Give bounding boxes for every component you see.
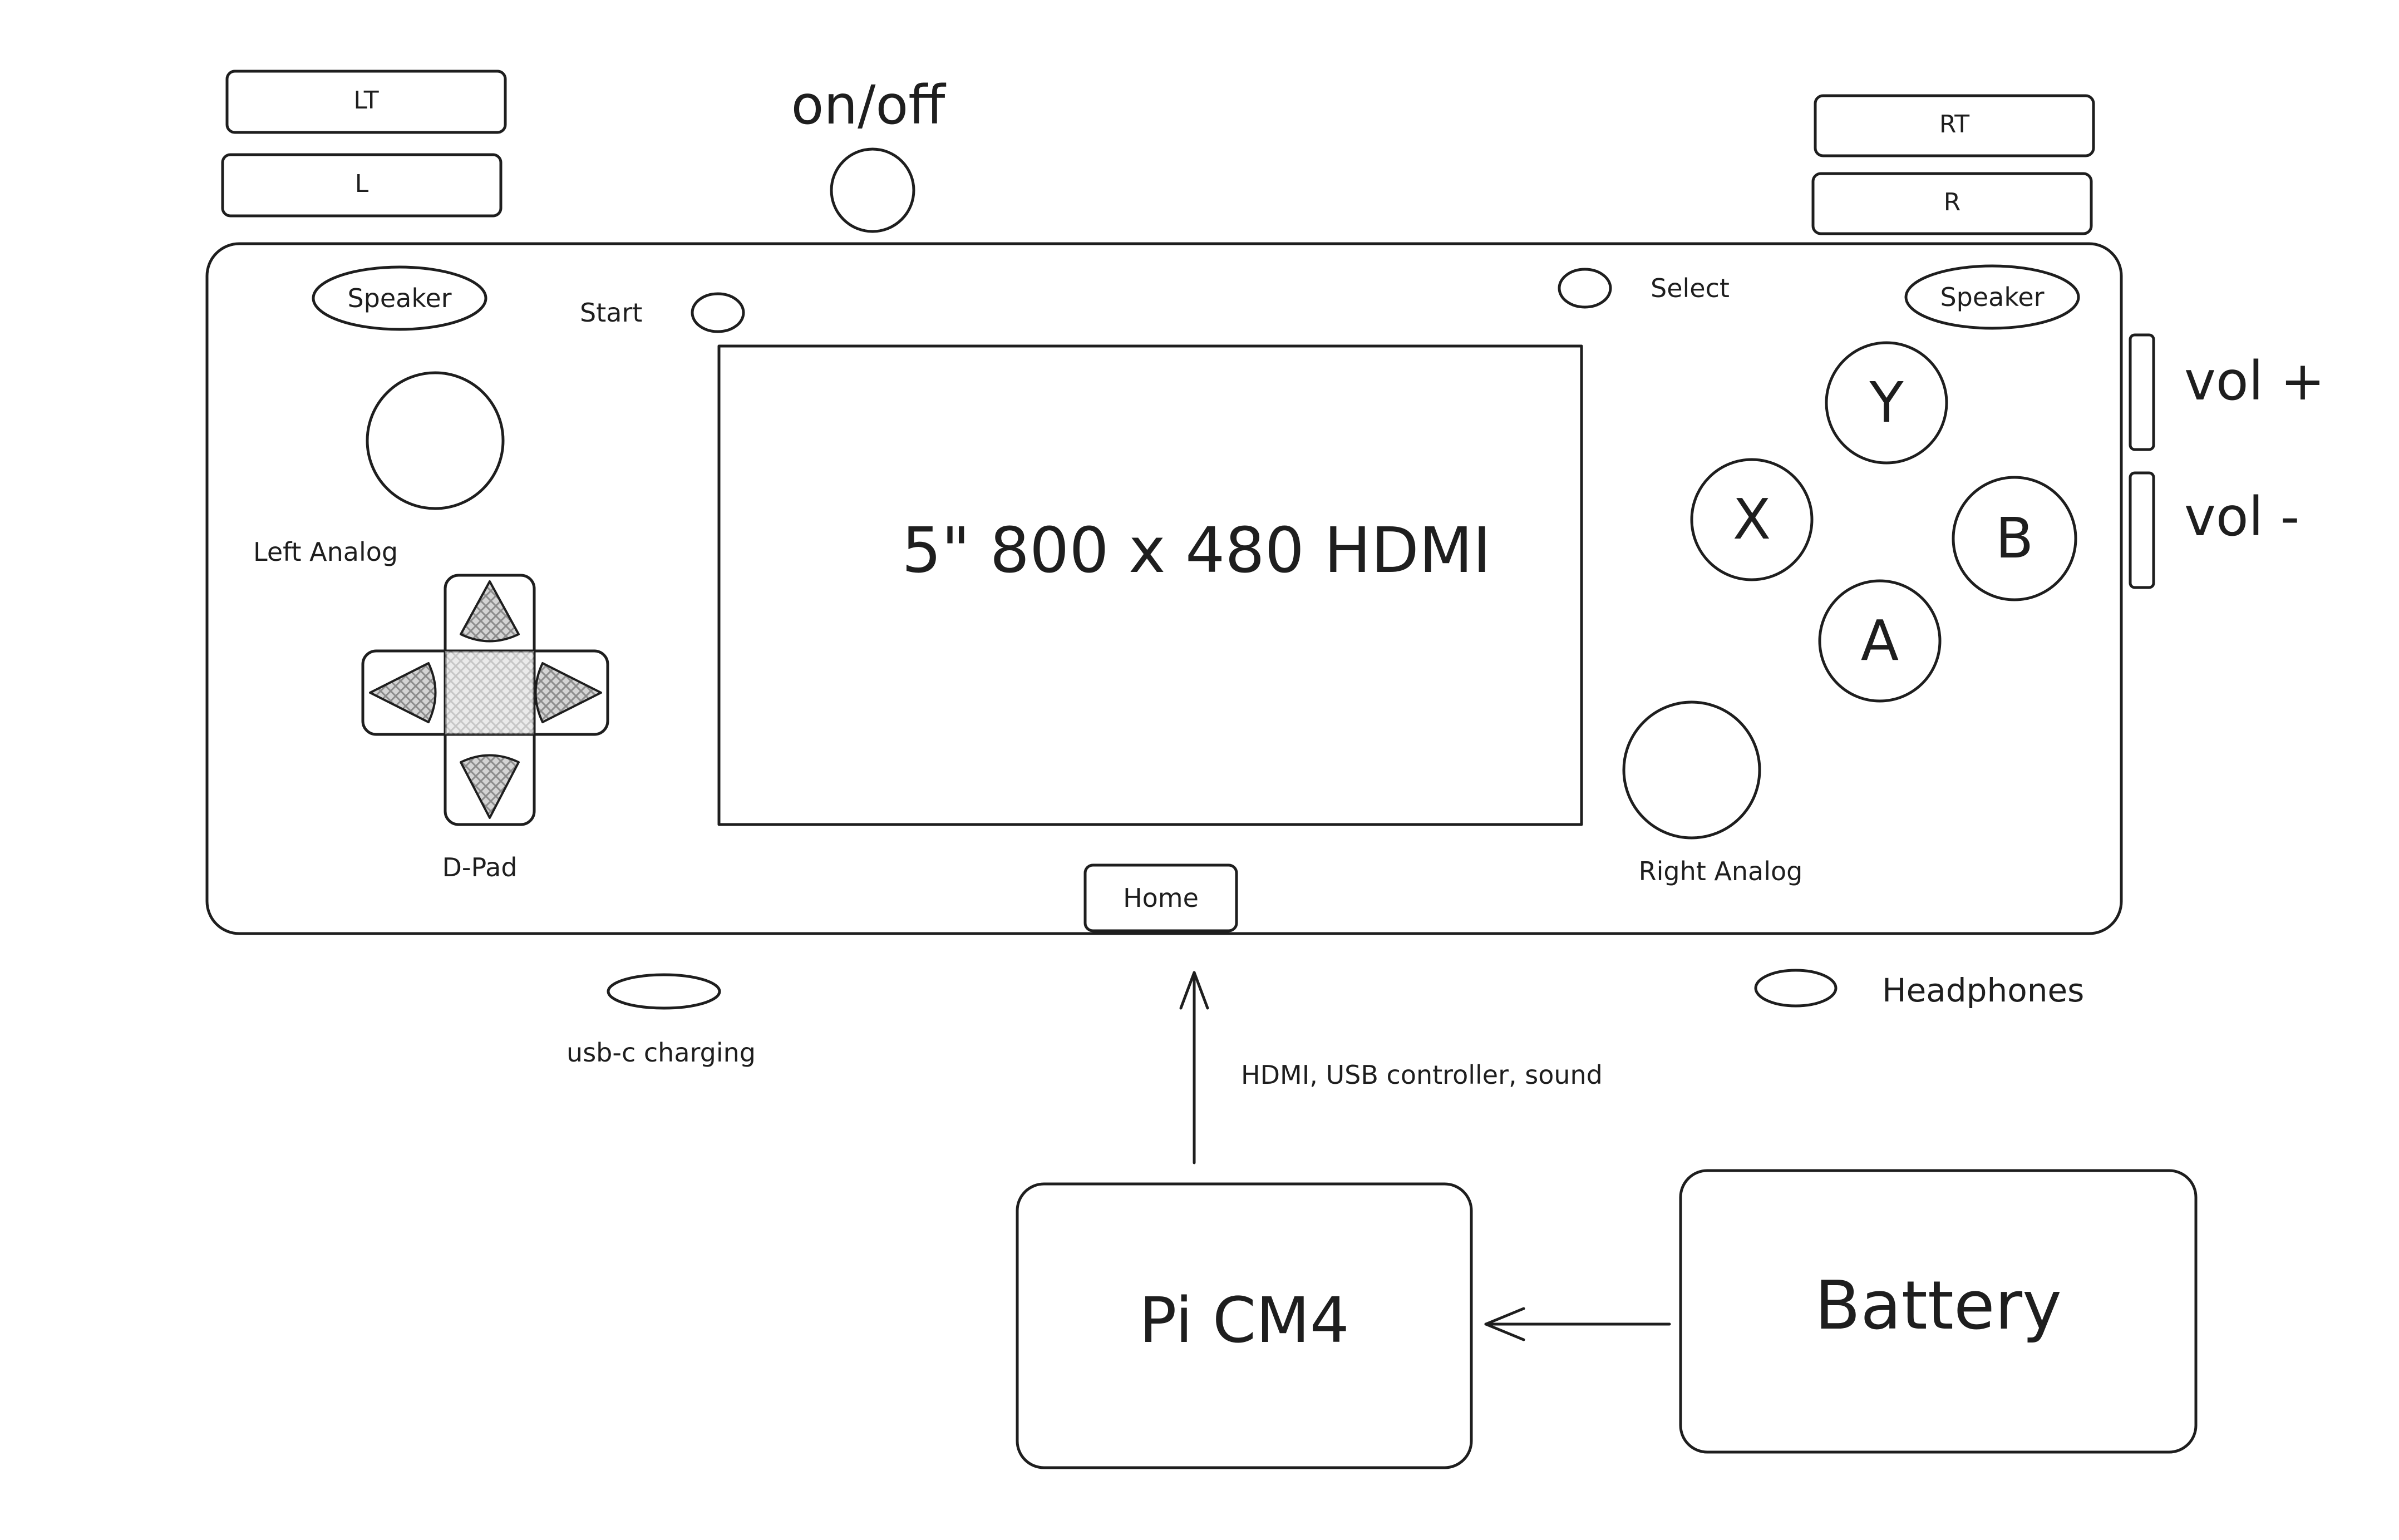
lt-button[interactable]: LT xyxy=(225,70,507,134)
dpad-up-icon[interactable] xyxy=(460,580,520,643)
rt-label: RT xyxy=(1939,110,1969,139)
volume-down-button[interactable] xyxy=(2129,471,2155,589)
button-b-label: B xyxy=(1996,506,2034,571)
home-label: Home xyxy=(1123,883,1199,913)
pi-cm4-box: Pi CM4 xyxy=(1016,1182,1473,1469)
volume-up-button[interactable] xyxy=(2129,333,2155,451)
l-label: L xyxy=(355,170,369,198)
dpad-right-icon[interactable] xyxy=(534,662,602,723)
battery-box: Battery xyxy=(1679,1169,2198,1454)
volume-up-label: vol + xyxy=(2184,350,2325,412)
r-label: R xyxy=(1944,188,1961,216)
battery-label: Battery xyxy=(1815,1267,2062,1345)
home-button[interactable]: Home xyxy=(1083,863,1238,932)
button-x-label: X xyxy=(1733,487,1771,552)
speaker-right-label: Speaker xyxy=(1940,282,2044,312)
select-button[interactable] xyxy=(1558,268,1612,309)
speaker-right: Speaker xyxy=(1904,264,2080,330)
start-label: Start xyxy=(580,298,642,328)
left-analog-stick[interactable] xyxy=(366,371,505,510)
button-x[interactable]: X xyxy=(1690,458,1814,581)
lt-label: LT xyxy=(353,86,378,115)
r-button[interactable]: R xyxy=(1811,172,2093,235)
battery-to-pi-arrow xyxy=(1484,1307,1671,1341)
left-analog-label: Left Analog xyxy=(253,537,398,567)
screen-label: 5" 800 x 480 HDMI xyxy=(902,515,1491,587)
headphone-jack xyxy=(1754,969,1838,1008)
dpad-left-icon[interactable] xyxy=(369,662,437,723)
start-button[interactable] xyxy=(691,292,745,333)
speaker-left: Speaker xyxy=(312,265,487,331)
right-analog-label: Right Analog xyxy=(1639,856,1803,886)
pi-cm4-label: Pi CM4 xyxy=(1139,1285,1349,1357)
right-analog-stick[interactable] xyxy=(1622,700,1761,840)
power-button[interactable] xyxy=(830,147,915,233)
volume-down-label: vol - xyxy=(2184,486,2299,548)
dpad[interactable] xyxy=(361,574,609,826)
l-button[interactable]: L xyxy=(221,153,503,218)
connection-label: HDMI, USB controller, sound xyxy=(1241,1060,1603,1090)
button-a-label: A xyxy=(1861,608,1899,673)
usb-label: usb-c charging xyxy=(567,1038,756,1068)
device-body xyxy=(205,242,2123,935)
button-a[interactable]: A xyxy=(1818,579,1942,703)
rt-button[interactable]: RT xyxy=(1814,94,2095,157)
headphones-label: Headphones xyxy=(1882,971,2084,1009)
usb-c-port xyxy=(607,973,721,1010)
speaker-left-label: Speaker xyxy=(347,283,451,313)
dpad-down-icon[interactable] xyxy=(460,754,520,819)
button-y-label: Y xyxy=(1869,370,1904,435)
power-label: on/off xyxy=(791,74,947,136)
select-label: Select xyxy=(1651,273,1730,303)
connection-arrow xyxy=(1179,971,1209,1164)
dpad-label: D-Pad xyxy=(442,852,517,882)
button-y[interactable]: Y xyxy=(1825,341,1948,465)
screen xyxy=(717,344,1583,826)
button-b[interactable]: B xyxy=(1952,476,2077,601)
